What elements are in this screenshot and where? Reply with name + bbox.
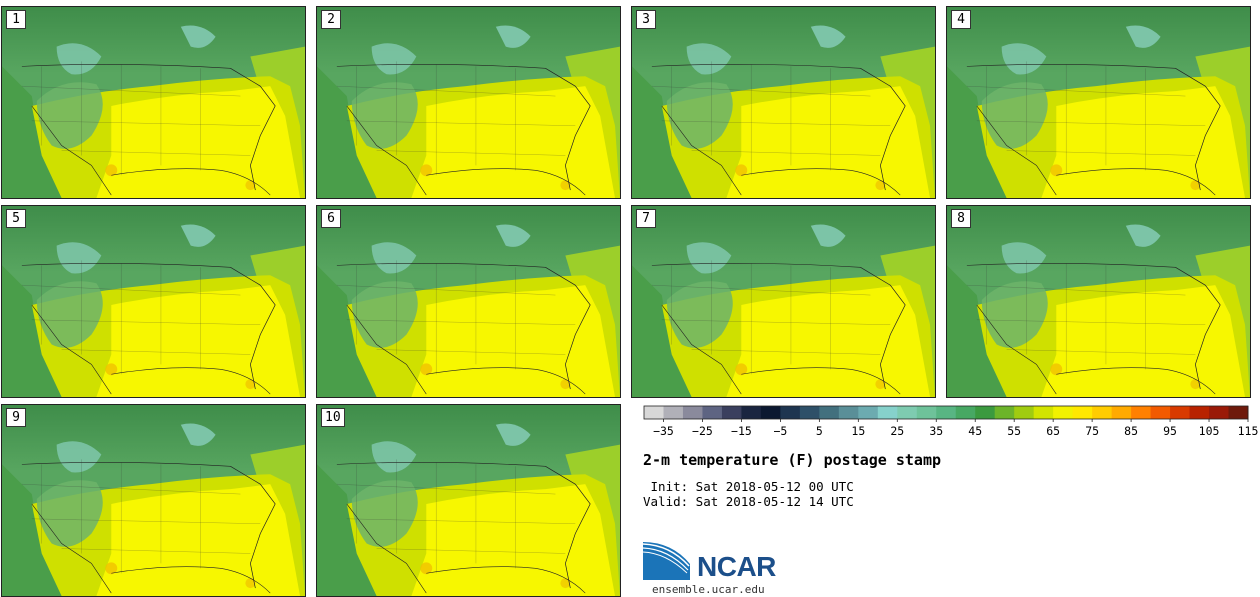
colorbar-tick-label: 45 bbox=[968, 424, 982, 438]
init-time: Init: Sat 2018-05-12 00 UTC bbox=[643, 479, 854, 494]
ncar-logo-icon bbox=[642, 542, 690, 580]
ncar-logo-text: NCAR bbox=[697, 551, 776, 582]
colorbar-tick-label: −5 bbox=[773, 424, 787, 438]
page-title: 2-m temperature (F) postage stamp bbox=[643, 451, 942, 469]
member-number-label: 2 bbox=[321, 10, 341, 29]
colorbar-swatch bbox=[858, 406, 879, 419]
colorbar-tick-label: 15 bbox=[851, 424, 865, 438]
colorbar-tick-label: −35 bbox=[653, 424, 674, 438]
temperature-map bbox=[632, 7, 935, 198]
colorbar-swatch bbox=[1228, 406, 1249, 419]
ensemble-member-panel: 8 bbox=[946, 205, 1251, 398]
ensemble-member-panel: 9 bbox=[1, 404, 306, 597]
colorbar-tick-label: −25 bbox=[692, 424, 713, 438]
ensemble-member-panel: 1 bbox=[1, 6, 306, 199]
colorbar-swatch bbox=[955, 406, 976, 419]
temperature-map bbox=[2, 7, 305, 198]
temperature-map bbox=[947, 7, 1250, 198]
temperature-map bbox=[632, 206, 935, 397]
colorbar-tick-label: 25 bbox=[890, 424, 904, 438]
member-number-label: 1 bbox=[6, 10, 26, 29]
colorbar-swatch bbox=[1014, 406, 1035, 419]
ensemble-member-panel: 3 bbox=[631, 6, 936, 199]
colorbar-swatch bbox=[897, 406, 918, 419]
colorbar-swatch bbox=[838, 406, 859, 419]
ensemble-member-panel: 7 bbox=[631, 205, 936, 398]
colorbar-swatch bbox=[663, 406, 684, 419]
colorbar-swatch bbox=[1092, 406, 1113, 419]
ensemble-member-panel: 10 bbox=[316, 404, 621, 597]
colorbar-swatch bbox=[1189, 406, 1210, 419]
colorbar-tick-label: 5 bbox=[816, 424, 823, 438]
temperature-map bbox=[2, 405, 305, 596]
colorbar-graphic: −35 −25 −15 −5 5 15 25 35 45 55 65 75 85 95 105 115 bbox=[643, 405, 1258, 438]
colorbar-swatch bbox=[1150, 406, 1171, 419]
member-number-label: 9 bbox=[6, 408, 26, 427]
member-number-label: 3 bbox=[636, 10, 656, 29]
temperature-map bbox=[317, 7, 620, 198]
colorbar-tick-label: 35 bbox=[929, 424, 943, 438]
colorbar-swatch bbox=[936, 406, 957, 419]
colorbar-swatch bbox=[721, 406, 742, 419]
member-number-label: 6 bbox=[321, 209, 341, 228]
colorbar-tick-label: 75 bbox=[1085, 424, 1099, 438]
colorbar-swatch bbox=[1209, 406, 1230, 419]
colorbar-swatch bbox=[644, 406, 664, 419]
colorbar-tick-label: 65 bbox=[1046, 424, 1060, 438]
colorbar-swatch bbox=[702, 406, 723, 419]
colorbar-swatch bbox=[1170, 406, 1191, 419]
colorbar-swatch bbox=[1131, 406, 1152, 419]
colorbar-swatch bbox=[994, 406, 1015, 419]
colorbar-swatch bbox=[780, 406, 801, 419]
colorbar-swatch bbox=[760, 406, 781, 419]
temperature-map bbox=[317, 206, 620, 397]
colorbar-tick-label: 85 bbox=[1124, 424, 1138, 438]
colorbar-swatch bbox=[916, 406, 937, 419]
site-url: ensemble.ucar.edu bbox=[652, 583, 765, 596]
colorbar-swatch bbox=[682, 406, 703, 419]
member-number-label: 8 bbox=[951, 209, 971, 228]
ensemble-member-panel: 6 bbox=[316, 205, 621, 398]
ensemble-member-panel: 4 bbox=[946, 6, 1251, 199]
colorbar-swatch bbox=[1072, 406, 1093, 419]
member-number-label: 7 bbox=[636, 209, 656, 228]
colorbar-swatch bbox=[877, 406, 898, 419]
temperature-map bbox=[947, 206, 1250, 397]
colorbar-tick-label: 95 bbox=[1163, 424, 1177, 438]
temperature-map bbox=[2, 206, 305, 397]
colorbar-swatch bbox=[1033, 406, 1054, 419]
colorbar-frame bbox=[643, 405, 1249, 420]
colorbar-swatch bbox=[741, 406, 762, 419]
valid-time: Valid: Sat 2018-05-12 14 UTC bbox=[643, 494, 854, 509]
colorbar-swatch bbox=[799, 406, 820, 419]
ensemble-member-panel: 2 bbox=[316, 6, 621, 199]
ensemble-member-panel: 5 bbox=[1, 205, 306, 398]
colorbar-tick-label: 105 bbox=[1199, 424, 1220, 438]
member-number-label: 5 bbox=[6, 209, 26, 228]
colorbar-swatch bbox=[819, 406, 840, 419]
colorbar-tick-label: 115 bbox=[1238, 424, 1259, 438]
colorbar: −35 −25 −15 −5 5 15 25 35 45 55 65 75 85 95 105 115 bbox=[643, 405, 1258, 445]
colorbar-swatch bbox=[1111, 406, 1132, 419]
member-number-label: 10 bbox=[321, 408, 345, 427]
colorbar-swatch bbox=[975, 406, 996, 419]
member-number-label: 4 bbox=[951, 10, 971, 29]
temperature-map bbox=[317, 405, 620, 596]
colorbar-swatch bbox=[1053, 406, 1074, 419]
colorbar-tick-label: 55 bbox=[1007, 424, 1021, 438]
colorbar-tick-label: −15 bbox=[731, 424, 752, 438]
